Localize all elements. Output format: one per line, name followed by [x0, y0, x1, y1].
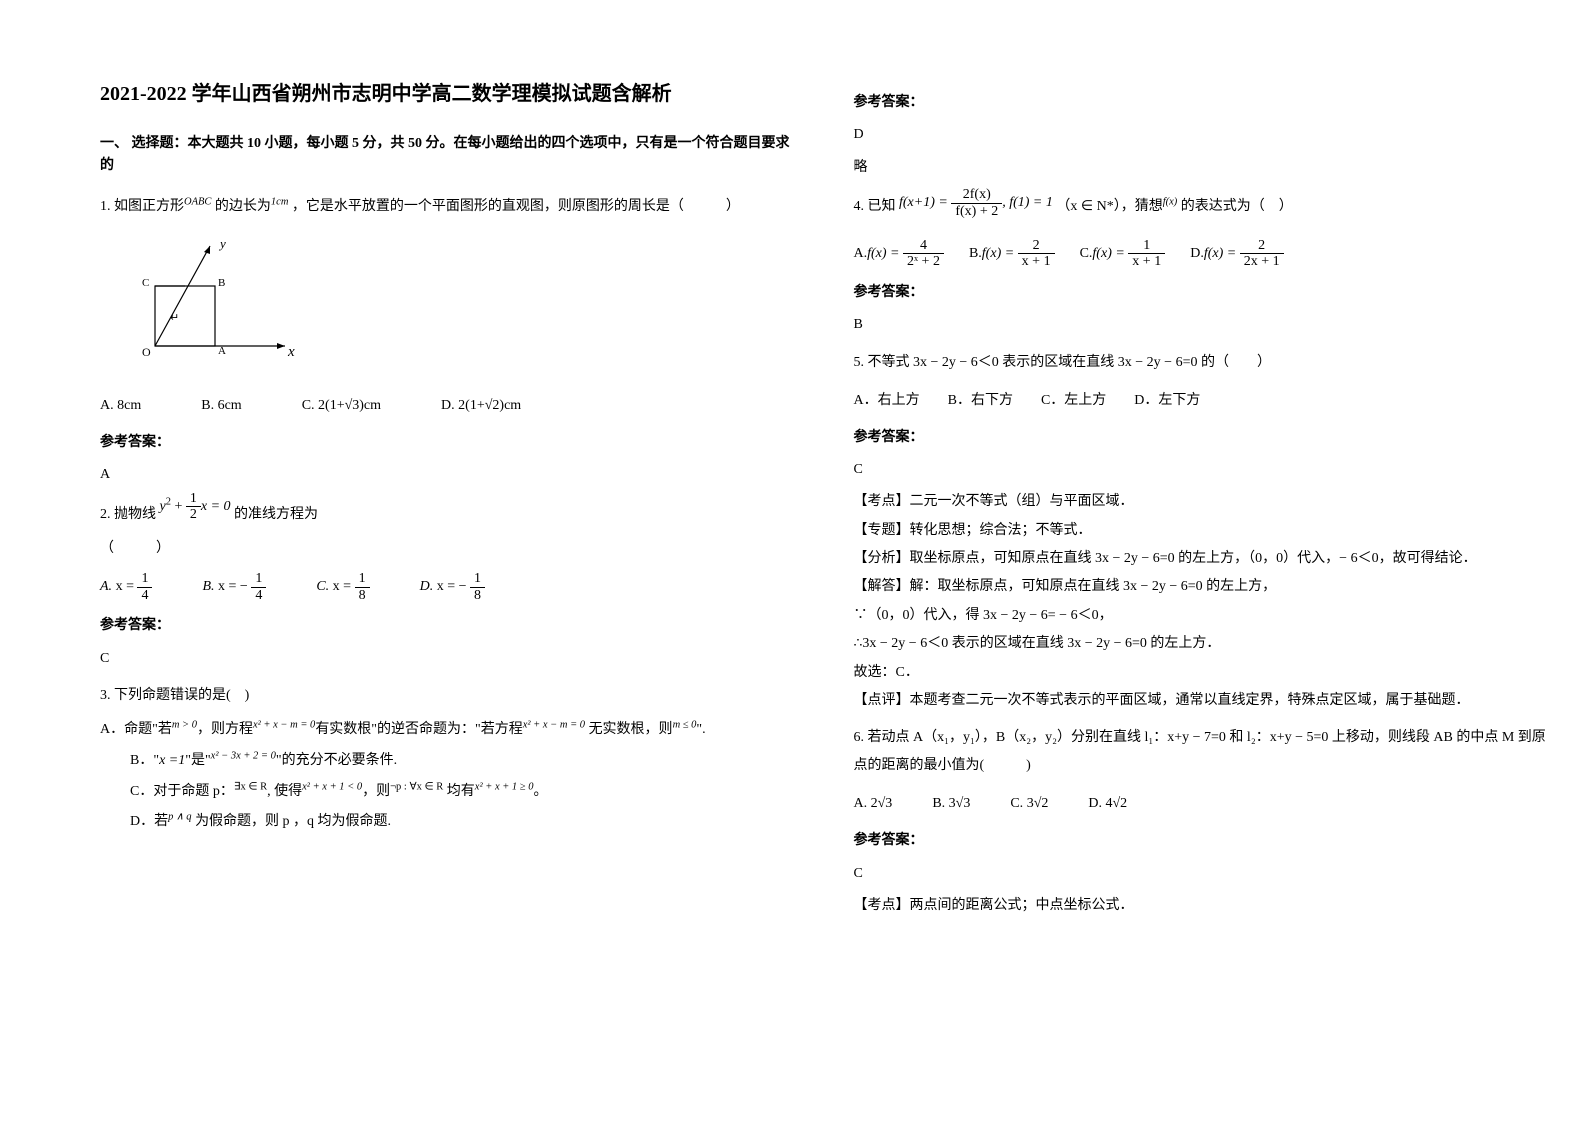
- p4-opt-a: A.f(x) = 42ˣ + 2: [854, 238, 944, 270]
- fig-c-label: C: [142, 277, 149, 289]
- p1-d-label: D.: [441, 398, 455, 413]
- problem-1-figure: y x O A B C ↵: [120, 236, 794, 377]
- p2-eq-mid: +: [171, 499, 186, 514]
- p2-c-label: C.: [316, 579, 329, 594]
- oblique-square-svg: y x O A B C ↵: [120, 236, 300, 366]
- p1-c-val: 2(1+√3)cm: [318, 398, 381, 413]
- fig-b-label: B: [218, 277, 225, 289]
- p1-mid: 的边长为: [211, 199, 271, 214]
- p5-answer-label: 参考答案：: [854, 427, 1548, 449]
- p3-answer: D: [854, 124, 1548, 146]
- p2-eq-num: 1: [186, 491, 201, 507]
- p5-a2: 【专题】转化思想；综合法；不等式．: [854, 520, 1548, 542]
- p4-opt-d: D.f(x) = 22x + 1: [1190, 238, 1283, 270]
- fig-x-label: x: [287, 344, 295, 360]
- p5-a4: 【解答】解：取坐标原点，可知原点在直线 3x − 2y − 6=0 的左上方，: [854, 576, 1548, 598]
- problem-4-options: A.f(x) = 42ˣ + 2 B.f(x) = 2x + 1 C.f(x) …: [854, 238, 1548, 270]
- p6-text: 6. 若动点 A（x₁，y₁），B（x₂，y₂）分别在直线 l₁：x+y − 7…: [854, 724, 1548, 780]
- p2-opt-a: A. x = 14: [100, 571, 152, 603]
- p4-answer-label: 参考答案：: [854, 282, 1548, 304]
- p3-answer-note: 略: [854, 157, 1548, 179]
- p2-suffix: 的准线方程为: [234, 507, 318, 522]
- p6-opt-c: C. 3√2: [1010, 790, 1048, 818]
- p6-answer-label: 参考答案：: [854, 830, 1548, 852]
- p1-c-label: C.: [302, 398, 315, 413]
- p1-opt-a: A. 8cm: [100, 392, 141, 420]
- problem-2-options: A. x = 14 B. x = − 14 C. x = 18 D. x = −…: [100, 571, 794, 603]
- p6-opt-d: D. 4√2: [1088, 790, 1127, 818]
- problem-2-text: 2. 抛物线 y2 + 12x = 0 的准线方程为: [100, 499, 794, 531]
- p2-opt-c: C. x = 18: [316, 571, 369, 603]
- p6-opt-a: A. 2√3: [854, 790, 893, 818]
- p1-opt-c: C. 2(1+√3)cm: [302, 392, 381, 420]
- p5-a7: 故选：C．: [854, 662, 1548, 684]
- p5-opts: A．右上方 B．右下方 C．左上方 D．左下方: [854, 387, 1548, 415]
- p4-opt-b: B.f(x) = 2x + 1: [969, 238, 1055, 270]
- problem-3: 3. 下列命题错误的是( ) A．命题"若m > 0，则方程x² + x − m…: [100, 682, 794, 838]
- p2-a-label: A.: [100, 579, 112, 594]
- p6-opt-b: B. 3√3: [932, 790, 970, 818]
- p6-answer: C: [854, 863, 1548, 885]
- p3-opt-b: B．"x =1"是"x² − 3x + 2 = 0"的充分不必要条件.: [100, 746, 794, 777]
- p1-suffix: ，它是水平放置的一个平面图形的直观图，则原图形的周长是（ ）: [288, 199, 740, 214]
- p4-opt-c: C.f(x) = 1x + 1: [1080, 238, 1166, 270]
- p5-text: 5. 不等式 3x − 2y − 6＜0 表示的区域在直线 3x − 2y − …: [854, 349, 1548, 377]
- svg-text:↵: ↵: [170, 312, 179, 324]
- p1-answer-label: 参考答案：: [100, 432, 794, 454]
- fig-a-label: A: [218, 345, 226, 357]
- p2-b-label: B.: [202, 579, 214, 594]
- problem-1: 1. 如图正方形OABC 的边长为1cm ，它是水平放置的一个平面图形的直观图，…: [100, 193, 794, 420]
- p2-answer: C: [100, 648, 794, 670]
- problem-5: 5. 不等式 3x − 2y − 6＜0 表示的区域在直线 3x − 2y − …: [854, 349, 1548, 415]
- right-column: 参考答案： D 略 4. 已知 f(x+1) = 2f(x)f(x) + 2, …: [854, 80, 1548, 924]
- p4-answer: B: [854, 314, 1548, 336]
- p2-answer-label: 参考答案：: [100, 615, 794, 637]
- p2-d-label: D.: [420, 579, 434, 594]
- problem-6: 6. 若动点 A（x₁，y₁），B（x₂，y₂）分别在直线 l₁：x+y − 7…: [854, 724, 1548, 818]
- p2-eq-den: 2: [186, 507, 201, 522]
- p1-d-val: 2(1+√2)cm: [458, 398, 521, 413]
- p4-text: 4. 已知 f(x+1) = 2f(x)f(x) + 2, f(1) = 1 （…: [854, 191, 1548, 223]
- p1-opt-d: D. 2(1+√2)cm: [441, 392, 521, 420]
- problem-6-options: A. 2√3 B. 3√3 C. 3√2 D. 4√2: [854, 790, 1548, 818]
- p1-len: 1cm: [271, 196, 289, 207]
- p2-paren: （ ）: [100, 535, 794, 563]
- p3-opt-d: D．若p ∧ q 为假命题，则 p ，q 均为假命题.: [100, 807, 794, 838]
- problem-1-options: A. 8cm B. 6cm C. 2(1+√3)cm D. 2(1+√2)cm: [100, 392, 794, 420]
- problem-4: 4. 已知 f(x+1) = 2f(x)f(x) + 2, f(1) = 1 （…: [854, 191, 1548, 270]
- page-container: 2021-2022 学年山西省朔州市志明中学高二数学理模拟试题含解析 一、 选择…: [100, 80, 1547, 924]
- exam-title: 2021-2022 学年山西省朔州市志明中学高二数学理模拟试题含解析: [100, 80, 794, 108]
- fig-y-label: y: [218, 236, 226, 251]
- p5-answer: C: [854, 459, 1548, 481]
- p3-opt-a: A．命题"若m > 0，则方程x² + x − m = 0有实数根"的逆否命题为…: [100, 715, 794, 746]
- p2-eq-right: x = 0: [201, 499, 231, 514]
- p5-a1: 【考点】二元一次不等式（组）与平面区域．: [854, 491, 1548, 513]
- left-column: 2021-2022 学年山西省朔州市志明中学高二数学理模拟试题含解析 一、 选择…: [100, 80, 794, 924]
- p5-a8: 【点评】本题考查二元一次不等式表示的平面区域，通常以直线定界，特殊点定区域，属于…: [854, 690, 1548, 712]
- p1-prefix: 1. 如图正方形: [100, 199, 184, 214]
- fig-o-label: O: [142, 345, 151, 359]
- p1-b-val: 6cm: [218, 398, 242, 413]
- p3-opt-c: C．对于命题 p：∃x ∈ R, 使得x² + x + 1 < 0，则¬p : …: [100, 777, 794, 808]
- p2-prefix: 2. 抛物线: [100, 507, 156, 522]
- p3-text: 3. 下列命题错误的是( ): [100, 682, 794, 710]
- p6-a1: 【考点】两点间的距离公式；中点坐标公式．: [854, 895, 1548, 917]
- p5-a3: 【分析】取坐标原点，可知原点在直线 3x − 2y − 6=0 的左上方，（0，…: [854, 548, 1548, 570]
- p5-a6: ∴3x − 2y − 6＜0 表示的区域在直线 3x − 2y − 6=0 的左…: [854, 633, 1548, 655]
- p2-opt-b: B. x = − 14: [202, 571, 266, 603]
- p1-opt-b: B. 6cm: [201, 392, 241, 420]
- p1-b-label: B.: [201, 398, 214, 413]
- p2-opt-d: D. x = − 18: [420, 571, 485, 603]
- p1-a-label: A.: [100, 398, 114, 413]
- p1-answer: A: [100, 464, 794, 486]
- p3-answer-label: 参考答案：: [854, 92, 1548, 114]
- p5-a5: ∵（0，0）代入，得 3x − 2y − 6= − 6＜0，: [854, 605, 1548, 627]
- section-1-header: 一、 选择题：本大题共 10 小题，每小题 5 分，共 50 分。在每小题给出的…: [100, 133, 794, 178]
- problem-2: 2. 抛物线 y2 + 12x = 0 的准线方程为 （ ） A. x = 14…: [100, 499, 794, 604]
- p1-oabc: OABC: [184, 196, 211, 207]
- problem-1-text: 1. 如图正方形OABC 的边长为1cm ，它是水平放置的一个平面图形的直观图，…: [100, 193, 794, 221]
- p1-a-val: 8cm: [117, 398, 141, 413]
